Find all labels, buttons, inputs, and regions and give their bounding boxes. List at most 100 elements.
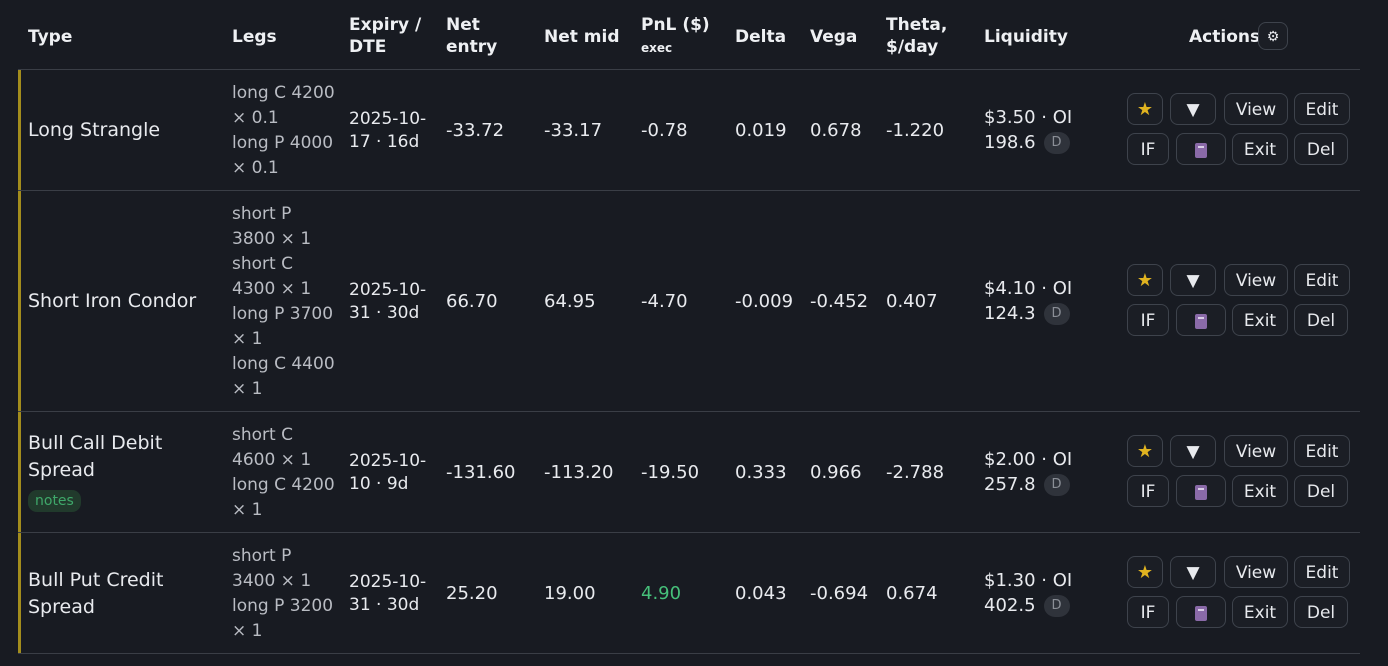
expand-dropdown-button[interactable]: ▼ — [1170, 264, 1216, 296]
favorite-button[interactable]: ★ — [1127, 264, 1163, 296]
pnl-value: -4.70 — [641, 291, 688, 312]
leg-line: × 1 — [232, 329, 263, 349]
header-vega[interactable]: Vega — [810, 27, 858, 47]
legs-cell: short P 3400 × 1 long P 3200 × 1 — [232, 544, 336, 644]
divider — [18, 653, 1360, 654]
liquidity-badge: D — [1043, 132, 1070, 154]
notes-tag[interactable]: notes — [28, 490, 81, 512]
delete-button[interactable]: Del — [1294, 304, 1348, 336]
notes-button[interactable] — [1176, 133, 1226, 165]
table-row[interactable]: Bull Call Debit Spread notes short C 460… — [18, 412, 1360, 532]
table-row[interactable]: Short Iron Condor short P 3800 × 1 short… — [18, 191, 1360, 411]
legs-cell: long C 4200 × 0.1 long P 4000 × 0.1 — [232, 81, 336, 181]
liquidity-cell: $2.00 · OI 257.8 D — [984, 447, 1072, 497]
row-accent-bar — [18, 533, 21, 653]
strategy-type: Bull Put Credit Spread — [28, 569, 164, 618]
liquidity-price-oi: $4.10 · OI — [984, 278, 1073, 299]
header-pnl[interactable]: PnL ($) exec — [641, 14, 711, 59]
favorite-button[interactable]: ★ — [1127, 435, 1163, 467]
theta-value: 0.407 — [886, 291, 938, 312]
liquidity-cell: $1.30 · OI 402.5 D — [984, 568, 1072, 618]
leg-line: long P 3700 — [232, 304, 334, 324]
view-button[interactable]: View — [1224, 556, 1288, 588]
notebook-icon — [1195, 142, 1207, 158]
if-button[interactable]: IF — [1127, 304, 1169, 336]
liquidity-oi-value: 257.8 — [984, 474, 1036, 495]
notes-button[interactable] — [1176, 596, 1226, 628]
liquidity-price-oi: $2.00 · OI — [984, 449, 1073, 470]
notes-button[interactable] — [1176, 475, 1226, 507]
favorite-button[interactable]: ★ — [1127, 93, 1163, 125]
star-icon: ★ — [1136, 270, 1154, 291]
header-net-mid[interactable]: Net mid — [544, 27, 620, 47]
chevron-down-icon: ▼ — [1186, 271, 1200, 291]
delete-button[interactable]: Del — [1294, 133, 1348, 165]
net-entry: -131.60 — [446, 462, 516, 483]
leg-line: short C — [232, 254, 293, 274]
chevron-down-icon: ▼ — [1186, 442, 1200, 462]
header-legs[interactable]: Legs — [232, 27, 277, 47]
header-expiry[interactable]: Expiry / DTE — [349, 15, 422, 57]
edit-button[interactable]: Edit — [1294, 556, 1350, 588]
divider — [18, 190, 1360, 191]
exit-button[interactable]: Exit — [1232, 475, 1288, 507]
pnl-value: 4.90 — [641, 583, 682, 604]
header-actions: Actions — [1189, 27, 1261, 47]
leg-line: 4300 × 1 — [232, 279, 312, 299]
leg-line: long C 4200 — [232, 475, 335, 495]
header-theta[interactable]: Theta, $/day — [886, 15, 948, 57]
leg-line: short P — [232, 204, 292, 224]
view-button[interactable]: View — [1224, 93, 1288, 125]
edit-button[interactable]: Edit — [1294, 264, 1350, 296]
header-pnl-sub: exec — [641, 41, 673, 55]
delete-button[interactable]: Del — [1294, 596, 1348, 628]
if-button[interactable]: IF — [1127, 596, 1169, 628]
delta-value: 0.019 — [735, 120, 787, 141]
expand-dropdown-button[interactable]: ▼ — [1170, 435, 1216, 467]
expand-dropdown-button[interactable]: ▼ — [1170, 556, 1216, 588]
if-button[interactable]: IF — [1127, 475, 1169, 507]
liquidity-oi-value: 402.5 — [984, 595, 1036, 616]
leg-line: long P 4000 — [232, 133, 334, 153]
leg-line: 3400 × 1 — [232, 571, 312, 591]
exit-button[interactable]: Exit — [1232, 304, 1288, 336]
header-delta[interactable]: Delta — [735, 27, 787, 47]
delete-button[interactable]: Del — [1294, 475, 1348, 507]
if-button[interactable]: IF — [1127, 133, 1169, 165]
divider — [18, 411, 1360, 412]
divider — [18, 532, 1360, 533]
vega-value: -0.452 — [810, 291, 869, 312]
row-accent-bar — [18, 412, 21, 532]
view-button[interactable]: View — [1224, 435, 1288, 467]
liquidity-price-oi: $1.30 · OI — [984, 570, 1073, 591]
edit-button[interactable]: Edit — [1294, 93, 1350, 125]
net-mid: 64.95 — [544, 291, 596, 312]
notebook-icon — [1195, 313, 1207, 329]
liquidity-badge: D — [1043, 595, 1070, 617]
liquidity-cell: $4.10 · OI 124.3 D — [984, 276, 1072, 326]
notes-button[interactable] — [1176, 304, 1226, 336]
exit-button[interactable]: Exit — [1232, 133, 1288, 165]
liquidity-cell: $3.50 · OI 198.6 D — [984, 105, 1072, 155]
table-row[interactable]: Bull Put Credit Spread short P 3400 × 1 … — [18, 533, 1360, 653]
exit-button[interactable]: Exit — [1232, 596, 1288, 628]
header-liquidity[interactable]: Liquidity — [984, 27, 1068, 47]
pnl-value: -0.78 — [641, 120, 688, 141]
leg-line: 3800 × 1 — [232, 229, 312, 249]
leg-line: × 1 — [232, 379, 263, 399]
expiry-dte: 2025-10-31 · 30d — [349, 280, 427, 323]
leg-line: long C 4400 — [232, 354, 335, 374]
expand-dropdown-button[interactable]: ▼ — [1170, 93, 1216, 125]
liquidity-oi-value: 124.3 — [984, 303, 1036, 324]
edit-button[interactable]: Edit — [1294, 435, 1350, 467]
divider — [18, 69, 1360, 70]
chevron-down-icon: ▼ — [1186, 563, 1200, 583]
header-pnl-label: PnL ($) — [641, 15, 710, 35]
header-net-entry[interactable]: Net entry — [446, 15, 498, 57]
net-mid: -113.20 — [544, 462, 614, 483]
table-row[interactable]: Long Strangle long C 4200 × 0.1 long P 4… — [18, 70, 1360, 190]
settings-gear-button[interactable]: ⚙ — [1258, 22, 1288, 50]
header-type[interactable]: Type — [28, 27, 73, 47]
favorite-button[interactable]: ★ — [1127, 556, 1163, 588]
view-button[interactable]: View — [1224, 264, 1288, 296]
